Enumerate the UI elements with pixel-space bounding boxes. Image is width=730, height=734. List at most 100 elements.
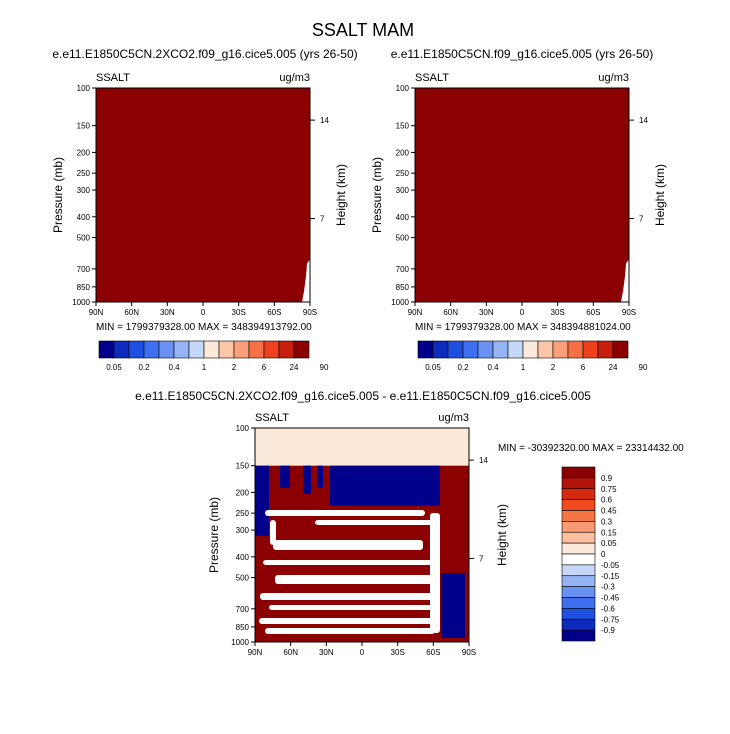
colorbar-swatch bbox=[233, 340, 250, 359]
colorbar-label: -0.6 bbox=[601, 604, 615, 613]
x-tick-label: 0 bbox=[201, 308, 206, 317]
y2-axis-label: Height (km) bbox=[334, 164, 348, 226]
y2-tick-label: 14 bbox=[479, 456, 488, 465]
colorbar-swatch bbox=[561, 531, 596, 544]
colorbar-swatch bbox=[188, 340, 205, 359]
plot-area bbox=[96, 88, 310, 302]
colorbar-swatch bbox=[561, 629, 596, 642]
colorbar-label: 24 bbox=[609, 363, 618, 372]
colorbar-swatch bbox=[203, 340, 220, 359]
colorbar-label: 0.4 bbox=[168, 363, 180, 372]
colorbar-label: 0.3 bbox=[601, 517, 613, 526]
colorbar-label: 0.2 bbox=[457, 363, 469, 372]
y-tick-label: 150 bbox=[77, 122, 91, 131]
field-zero bbox=[270, 520, 276, 545]
units-label: ug/m3 bbox=[438, 412, 469, 424]
x-tick-label: 90S bbox=[622, 308, 636, 317]
colorbar-swatch bbox=[561, 488, 596, 500]
colorbar-label: -0.05 bbox=[601, 561, 620, 570]
colorbar-difference: 0.9 0.75 0.6 0.450.3 0.15 0.05 0 -0.05 -0.15 -0.3… bbox=[561, 466, 620, 642]
colorbar-swatch bbox=[561, 608, 596, 620]
x-tick-label: 30S bbox=[232, 308, 246, 317]
colorbar-label: 0.4 bbox=[487, 363, 499, 372]
y-tick-label: 850 bbox=[396, 283, 410, 292]
y2-tick-label: 7 bbox=[639, 215, 644, 224]
y-tick-label: 700 bbox=[236, 605, 250, 614]
colorbar-swatch bbox=[561, 575, 596, 587]
colorbar-swatch bbox=[561, 553, 596, 566]
x-tick-label: 60S bbox=[267, 308, 281, 317]
colorbar-label: -0.9 bbox=[601, 626, 615, 635]
field-zero bbox=[263, 560, 438, 565]
panel-left: e.e11.E1850C5CN.2XCO2.f09_g16.cice5.005 … bbox=[51, 47, 358, 333]
y-tick-label: 500 bbox=[236, 574, 250, 583]
field-zero bbox=[430, 513, 440, 633]
x-tick-label: 0 bbox=[520, 308, 525, 317]
y-tick-label: 700 bbox=[396, 265, 410, 274]
y-tick-label: 200 bbox=[77, 148, 91, 157]
field-zero bbox=[269, 605, 439, 610]
field-negative bbox=[255, 465, 269, 536]
field-zero bbox=[275, 575, 435, 584]
colorbar-label: -0.3 bbox=[601, 583, 615, 592]
colorbar-label: 0.45 bbox=[601, 507, 617, 516]
panel-title: e.e11.E1850C5CN.2XCO2.f09_g16.cice5.005 … bbox=[52, 47, 357, 61]
colorbar-swatch bbox=[98, 340, 115, 359]
variable-label: SSALT bbox=[255, 412, 289, 424]
x-tick-label: 30N bbox=[479, 308, 494, 317]
colorbar-right: 0.05 0.2 0.4 1 2 6 24 90 bbox=[417, 340, 648, 372]
colorbar-label: 24 bbox=[290, 363, 299, 372]
y2-tick-label: 14 bbox=[320, 116, 329, 125]
units-label: ug/m3 bbox=[598, 72, 629, 84]
min-max-label: MIN = 1799379328.00 MAX = 348394881024.0… bbox=[415, 322, 631, 333]
x-tick-label: 90N bbox=[248, 648, 263, 657]
field-negative bbox=[303, 465, 311, 494]
y-tick-label: 1000 bbox=[391, 298, 409, 307]
y-tick-label: 250 bbox=[396, 169, 410, 178]
x-tick-label: 90S bbox=[462, 648, 476, 657]
field-zero bbox=[273, 540, 423, 550]
field-negative bbox=[441, 573, 465, 638]
x-tick-label: 90N bbox=[89, 308, 104, 317]
colorbar-label: 0 bbox=[601, 550, 606, 559]
y-tick-label: 150 bbox=[396, 122, 410, 131]
min-max-label: MIN = -30392320.00 MAX = 23314432.00 bbox=[498, 443, 684, 454]
x-tick-label: 60N bbox=[443, 308, 458, 317]
colorbar-swatch bbox=[293, 340, 310, 359]
y-tick-label: 1000 bbox=[231, 638, 249, 647]
colorbar-label: -0.15 bbox=[601, 572, 620, 581]
colorbar-swatch bbox=[432, 340, 449, 359]
x-tick-label: 60S bbox=[426, 648, 440, 657]
y-tick-label: 850 bbox=[236, 623, 250, 632]
field-fill bbox=[415, 88, 629, 302]
colorbar-label: 2 bbox=[232, 363, 237, 372]
colorbar-label: 2 bbox=[551, 363, 556, 372]
panel-title: e.e11.E1850C5CN.f09_g16.cice5.005 (yrs 2… bbox=[391, 47, 654, 61]
panel-right: e.e11.E1850C5CN.f09_g16.cice5.005 (yrs 2… bbox=[370, 47, 667, 333]
colorbar-swatch bbox=[561, 499, 596, 511]
colorbar-label: 6 bbox=[262, 363, 267, 372]
colorbar-label: 0.05 bbox=[425, 363, 441, 372]
y-tick-label: 250 bbox=[236, 509, 250, 518]
colorbar-left: 0.05 0.2 0.4 1 2 6 24 90 bbox=[98, 340, 329, 372]
plot-area bbox=[255, 428, 469, 642]
colorbar-label: 90 bbox=[639, 363, 648, 372]
colorbar-label: 0.15 bbox=[601, 528, 617, 537]
panel-difference: e.e11.E1850C5CN.2XCO2.f09_g16.cice5.005 … bbox=[135, 389, 684, 657]
colorbar-swatch bbox=[561, 586, 596, 598]
colorbar-label: 0.2 bbox=[138, 363, 150, 372]
y-tick-label: 400 bbox=[396, 213, 410, 222]
field-fill bbox=[96, 88, 310, 302]
y-tick-label: 700 bbox=[77, 265, 91, 274]
y-tick-label: 400 bbox=[236, 553, 250, 562]
y2-tick-label: 14 bbox=[639, 116, 648, 125]
x-tick-label: 30S bbox=[551, 308, 565, 317]
colorbar-swatch bbox=[462, 340, 479, 359]
y-tick-label: 300 bbox=[236, 526, 250, 535]
colorbar-swatch bbox=[561, 510, 596, 522]
colorbar-swatch bbox=[561, 564, 596, 577]
y-tick-label: 100 bbox=[396, 84, 410, 93]
y-tick-label: 200 bbox=[396, 148, 410, 157]
y2-axis-label: Height (km) bbox=[653, 164, 667, 226]
